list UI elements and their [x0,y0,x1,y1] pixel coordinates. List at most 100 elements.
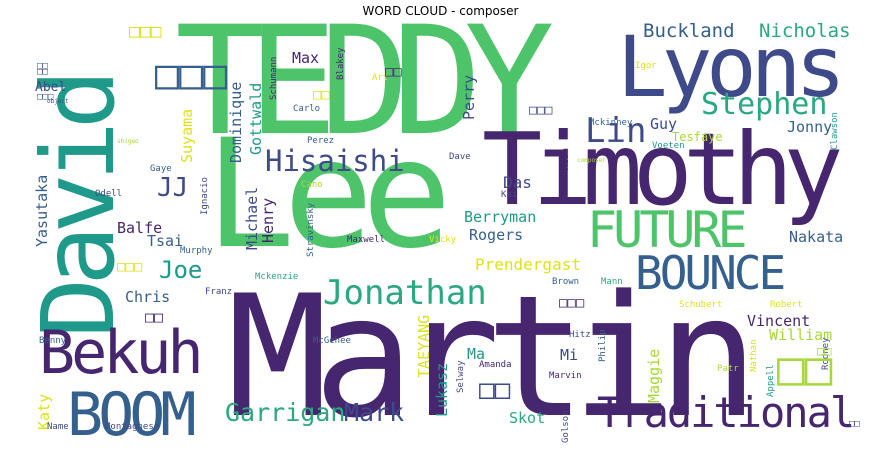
word-franz: Franz [205,287,233,297]
word-gaye: Gaye [150,164,172,174]
word-abel: Abel [35,80,67,95]
word-teddy: TEDDY [175,0,555,169]
word-schumann: Schumann [269,56,279,100]
word-hisaishi: Hisaishi [265,144,405,178]
word-nicholas: Nicholas [759,20,851,42]
word-odell: Odell [95,189,123,199]
word-nakata: Nakata [789,228,844,246]
word-taeyang: TAEYANG [415,314,433,378]
word-murphy: Murphy [180,246,213,256]
word-lin: Lin [585,111,647,151]
word-cjk-9: □□□ [559,295,585,311]
word-tsai: Tsai [147,232,184,250]
word-mann: Mann [601,277,623,287]
word-lukasz: Lukasz [433,362,451,417]
word-amanda: Amanda [479,360,512,370]
word-mcgehee: McGehee [313,336,351,346]
word-cjk-13: □□□ [37,92,54,102]
word-chris: Chris [125,288,171,306]
word-voeten: Voeten [652,141,685,151]
word-stephen: Stephen [701,87,828,122]
word-balfe: Balfe [117,219,163,237]
word-carlo: Carlo [293,104,321,114]
word-bounce: BOUNCE [635,246,786,300]
word-composer: composer [577,157,606,164]
word-maggie: Maggie [645,348,663,403]
word-prendergast: Prendergast [475,255,581,274]
word-adam: Adam [561,148,571,170]
word-michael: Michael [243,186,261,250]
word-nathan: Nathan [749,339,759,372]
word-jj: JJ [157,173,189,203]
word-dave: Dave [449,152,471,162]
word-cjk-14: □□ [817,344,832,358]
word-cjk-1: □□□ [129,21,162,42]
word-cjk-5: □□ [313,87,330,103]
word-mi: Mi [560,346,579,364]
word-bekuh: Bekuh [39,318,204,388]
word-clawson: Clawson [830,112,840,150]
word-cjk-8: □□ [145,308,164,326]
word-cjk-11: □□ [479,375,511,405]
word-berryman: Berryman [464,208,537,226]
chart-title: WORD CLOUD - composer [362,4,519,18]
word-robert: Robert [770,300,803,310]
word-max: Max [292,49,320,67]
word-cjk-3: □□□ [155,52,228,98]
word-cjk-4: □□ [385,64,402,80]
word-traditional: Traditional [597,388,855,437]
word-marvin: Marvin [549,371,582,381]
word-yasutaka: Yasutaka [33,174,51,247]
word-igor: Igor [635,61,657,71]
word-golson: Golson [561,410,571,443]
word-cjk-15: □□ [37,67,48,77]
word-ma: Ma [467,345,486,363]
word-blakey: Blakey [336,47,346,80]
word-art: Art [372,73,389,83]
word-name: Name [47,422,69,432]
word-schubert: Schubert [679,300,723,310]
word-jonny: Jonny [787,118,833,136]
word-william: William [769,326,833,344]
word-cjk-2: □□ [37,61,48,71]
word-kai: Kai [501,190,518,200]
word-future: FUTURE [587,201,748,259]
word-cjk-10: □□ [777,341,833,395]
word-maxwell: Maxwell [347,235,385,245]
word-joe: Joe [159,256,203,284]
word-patr: Patr [717,364,739,374]
word-skot: Skot [509,409,546,427]
word-timothy: Timothy [482,111,843,228]
word-philip: Philip [598,329,608,362]
word-object: object [47,98,69,105]
word-cjk-6: □□□ [529,103,553,118]
word-gottwald: Gottwald [247,82,265,155]
word-benny: Benny [39,336,67,346]
word-appell: Appell [766,364,776,397]
word-hitz: Hitz [569,330,591,340]
word-lee: Lee [205,108,452,282]
word-brown: Brown [552,277,580,287]
word-cjk-7: □□□ [117,259,143,275]
word-perry: Perry [460,74,478,120]
word-garrigan: Garrigan [225,398,346,427]
word-boom: BOOM [67,380,196,450]
word-suyama: Suyama [178,108,196,163]
word-jonathan: Jonathan [323,273,487,313]
word-cloud: TEDDY Martin Lee David Timothy Lyons BOU… [17,7,862,455]
word-montagnese: Montagnese [105,422,160,432]
word-sacchetto: Sacchetto [234,308,244,357]
word-selway: Selway [456,360,466,393]
word-das: Das [503,173,532,192]
word-henry: Henry [259,197,277,243]
word-martin: Martin [227,259,759,455]
word-tesfaye: Tesfaye [672,130,723,144]
word-rogers: Rogers [469,226,524,244]
word-dominique: Dominique [227,81,245,163]
word-cjk-12: □□ [849,419,860,429]
word-mark: Mark [344,398,405,427]
word-perez: Perez [307,136,335,146]
word-mckenzie: Mckenzie [255,272,299,282]
word-lyons: Lyons [617,18,846,116]
word-vincent: Vincent [747,312,811,330]
